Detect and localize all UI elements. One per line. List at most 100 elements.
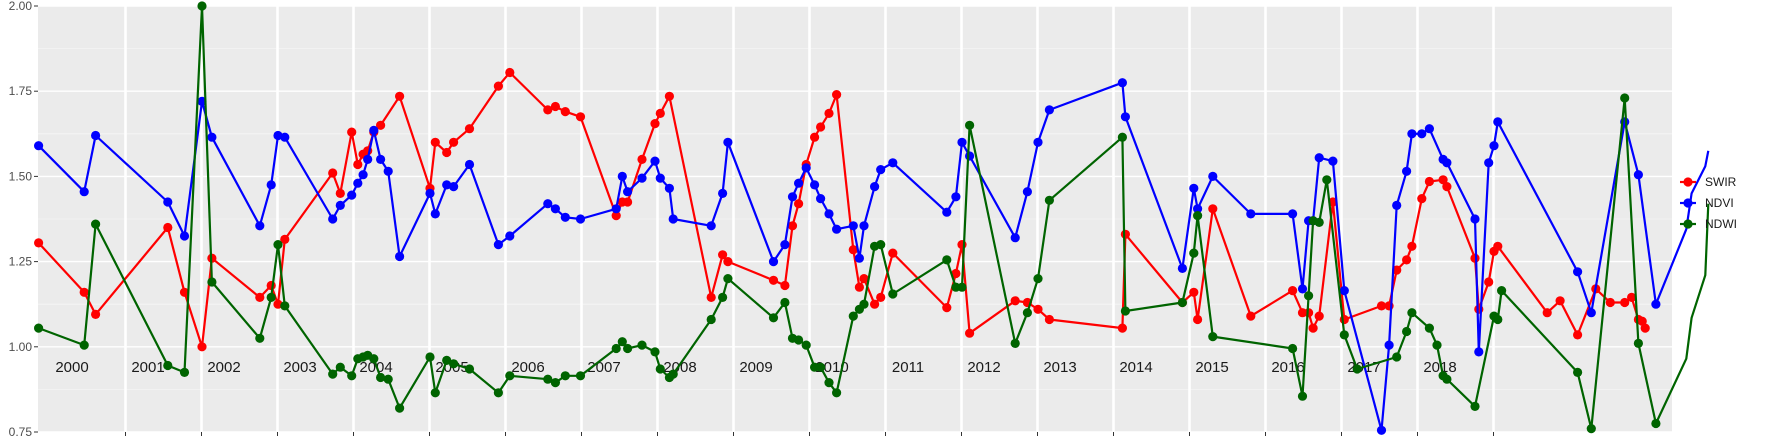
data-point-swir xyxy=(464,124,475,134)
data-point-swir xyxy=(623,197,633,207)
data-point-ndwi xyxy=(79,340,89,350)
grid-layer xyxy=(38,5,1672,433)
data-point-swir xyxy=(1542,308,1552,318)
data-point-swir xyxy=(854,282,865,292)
year-label: 2013 xyxy=(1043,359,1076,376)
data-point-swir xyxy=(1442,182,1452,192)
year-label: 2003 xyxy=(283,359,316,376)
data-point-ndvi xyxy=(1586,308,1596,318)
series-ndvi xyxy=(34,78,1710,435)
data-point-ndwi xyxy=(335,362,345,372)
data-point-ndwi xyxy=(550,378,561,388)
data-point-ndwi xyxy=(859,299,869,309)
data-point-ndwi xyxy=(328,369,338,379)
year-label: 2016 xyxy=(1271,359,1304,376)
data-point-ndvi xyxy=(347,190,357,200)
data-point-ndwi xyxy=(179,367,190,377)
data-point-ndwi xyxy=(1497,286,1507,296)
data-point-ndvi xyxy=(942,207,952,217)
data-point-ndwi xyxy=(1620,93,1630,103)
data-point-swir xyxy=(723,257,733,267)
data-point-ndwi xyxy=(1022,308,1032,318)
series-layer xyxy=(34,1,1710,435)
data-point-swir xyxy=(560,107,570,117)
data-point-swir xyxy=(91,309,101,319)
data-point-ndvi xyxy=(888,158,898,168)
data-point-ndwi xyxy=(1402,326,1412,337)
data-point-ndwi xyxy=(1392,352,1402,362)
data-point-ndvi xyxy=(442,180,452,190)
data-point-swir xyxy=(965,328,975,338)
data-point-ndvi xyxy=(1470,214,1480,224)
data-point-ndwi xyxy=(280,301,290,311)
data-point-ndvi xyxy=(255,221,265,231)
data-point-ndwi xyxy=(768,313,779,323)
data-point-swir xyxy=(347,127,357,137)
data-point-ndwi xyxy=(780,297,790,308)
year-label: 2001 xyxy=(131,359,164,376)
data-point-swir xyxy=(832,90,842,100)
data-point-ndwi xyxy=(1424,323,1434,333)
data-point-ndwi xyxy=(965,120,975,130)
data-point-ndvi xyxy=(801,163,811,173)
data-point-ndvi xyxy=(787,192,798,202)
data-point-swir xyxy=(575,112,586,122)
data-point-swir xyxy=(650,119,660,129)
y-tick-label: 1.00 xyxy=(9,340,33,354)
data-point-ndvi xyxy=(623,187,633,197)
data-point-swir xyxy=(1339,314,1349,325)
data-point-ndvi xyxy=(794,178,804,188)
data-point-ndwi xyxy=(1033,274,1043,284)
data-point-swir xyxy=(1402,255,1412,265)
data-point-swir xyxy=(1605,297,1615,308)
data-point-ndvi xyxy=(91,130,101,141)
data-point-ndwi xyxy=(1177,297,1187,308)
data-point-ndvi xyxy=(723,137,733,147)
data-point-ndvi xyxy=(363,154,373,164)
data-point-swir xyxy=(179,287,190,297)
data-point-ndwi xyxy=(464,364,475,374)
data-point-swir xyxy=(79,287,89,297)
y-tick-label: 1.50 xyxy=(9,169,33,183)
data-point-ndvi xyxy=(1339,286,1349,296)
data-point-swir xyxy=(1484,277,1494,287)
data-point-ndvi xyxy=(1189,183,1199,193)
data-point-ndwi xyxy=(623,343,633,354)
year-label: 2014 xyxy=(1119,359,1152,376)
data-point-ndwi xyxy=(1193,211,1203,221)
data-point-ndvi xyxy=(353,178,363,188)
year-label: 2015 xyxy=(1195,359,1228,376)
data-point-swir xyxy=(637,154,647,164)
y-tick-label: 2.00 xyxy=(9,0,33,13)
data-point-ndvi xyxy=(718,188,728,198)
data-point-ndvi xyxy=(493,240,503,250)
year-label: 2000 xyxy=(55,359,88,376)
data-point-ndvi xyxy=(1117,78,1127,88)
data-point-ndvi xyxy=(1484,158,1494,168)
data-point-ndvi xyxy=(832,224,842,234)
data-point-ndwi xyxy=(832,388,842,398)
data-point-ndvi xyxy=(1474,347,1484,357)
data-point-ndvi xyxy=(1392,200,1402,210)
data-point-ndwi xyxy=(505,371,515,381)
data-point-ndvi xyxy=(1651,299,1661,309)
data-point-ndwi xyxy=(197,1,207,11)
data-point-ndwi xyxy=(888,289,898,299)
legend-item-ndwi: NDWI xyxy=(1680,217,1737,231)
data-point-ndvi xyxy=(706,221,716,231)
data-point-swir xyxy=(1010,296,1020,306)
data-point-ndvi xyxy=(280,132,290,142)
data-point-swir xyxy=(449,137,459,147)
data-point-ndwi xyxy=(425,352,435,362)
year-label: 2012 xyxy=(967,359,1000,376)
legend-label: NDWI xyxy=(1705,217,1737,231)
data-point-ndvi xyxy=(1177,263,1187,273)
data-point-ndwi xyxy=(1586,424,1596,434)
year-label: 2006 xyxy=(511,359,544,376)
data-point-ndvi xyxy=(358,170,368,180)
data-point-ndwi xyxy=(430,388,440,398)
data-point-ndvi xyxy=(1328,156,1338,166)
data-point-swir xyxy=(787,221,798,231)
data-point-swir xyxy=(1044,314,1054,325)
data-point-ndvi xyxy=(179,231,190,241)
